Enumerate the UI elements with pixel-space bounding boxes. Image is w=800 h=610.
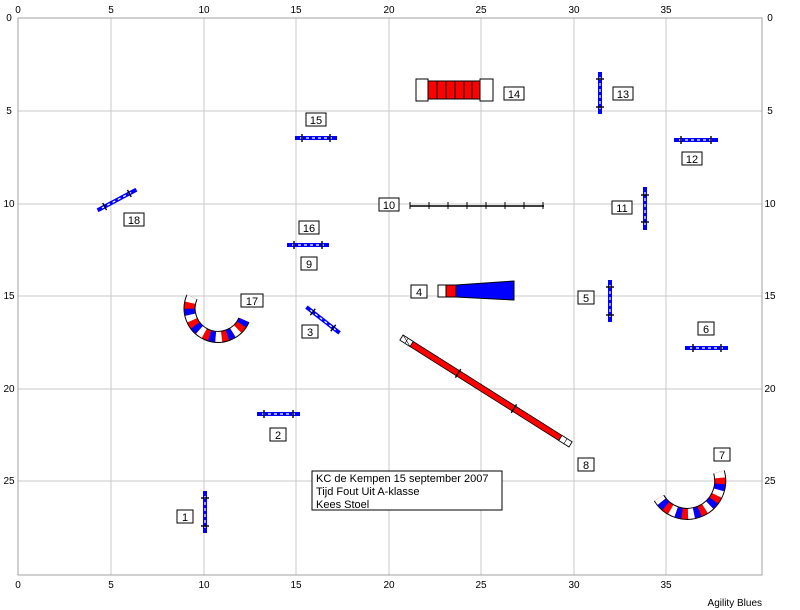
label-1: 1 — [176, 509, 194, 524]
label-14-text: 14 — [508, 89, 520, 101]
chute-tunnel-4 — [437, 280, 515, 301]
label-18: 18 — [123, 212, 145, 227]
jump-12 — [674, 136, 718, 144]
label-6: 6 — [697, 321, 715, 336]
label-13-text: 13 — [617, 89, 629, 101]
info-line-3: Kees Stoel — [316, 499, 369, 511]
tick-right-0: 0 — [767, 13, 773, 24]
info-line-2: Tijd Fout Uit A-klasse — [316, 486, 420, 498]
tick-bottom-35: 35 — [660, 580, 672, 591]
tunnel-7 — [653, 470, 727, 520]
tick-bottom-20: 20 — [383, 580, 395, 591]
label-12-text: 12 — [686, 154, 698, 166]
jump-1 — [201, 491, 209, 533]
label-2: 2 — [269, 427, 287, 442]
label-16: 16 — [298, 220, 320, 235]
tick-bottom-5: 5 — [108, 580, 114, 591]
label-13: 13 — [612, 86, 634, 101]
jump-2 — [257, 410, 300, 418]
tick-top-20: 20 — [383, 5, 395, 16]
tick-top-35: 35 — [660, 5, 672, 16]
tick-right-15: 15 — [764, 291, 776, 302]
jump-11 — [641, 187, 649, 230]
tunnel-17 — [183, 294, 250, 343]
info-line-1: KC de Kempen 15 september 2007 — [316, 473, 488, 485]
tick-left-10: 10 — [3, 199, 15, 210]
label-4: 4 — [410, 284, 428, 299]
label-11: 11 — [611, 200, 633, 215]
jump-3 — [305, 305, 341, 335]
tick-left-25: 25 — [3, 476, 15, 487]
tick-left-5: 5 — [6, 106, 12, 117]
credit-text: Agility Blues — [708, 598, 762, 609]
jump-16-9 — [287, 241, 329, 249]
label-17-text: 17 — [246, 296, 258, 308]
label-10: 10 — [378, 197, 400, 212]
tunnel-14 — [415, 78, 494, 102]
tick-bottom-10: 10 — [198, 580, 210, 591]
label-3: 3 — [301, 324, 319, 339]
bottom-axis: 0 5 10 15 20 25 30 35 — [15, 580, 672, 591]
info-box: KC de Kempen 15 september 2007 Tijd Fout… — [311, 470, 503, 511]
tick-top-10: 10 — [198, 5, 210, 16]
tick-right-25: 25 — [764, 476, 776, 487]
label-10-text: 10 — [383, 200, 395, 212]
label-14: 14 — [503, 86, 525, 101]
tick-top-15: 15 — [290, 5, 302, 16]
dogwalk-8 — [399, 334, 573, 448]
right-axis: 0 5 10 15 20 25 — [764, 13, 776, 487]
tick-left-15: 15 — [3, 291, 15, 302]
tick-bottom-30: 30 — [568, 580, 580, 591]
tick-top-5: 5 — [108, 5, 114, 16]
label-6-text: 6 — [703, 324, 709, 336]
label-3-text: 3 — [307, 327, 313, 339]
tick-right-10: 10 — [764, 199, 776, 210]
label-8-text: 8 — [583, 460, 589, 472]
label-7: 7 — [713, 447, 731, 462]
label-16-text: 16 — [303, 223, 315, 235]
tick-top-25: 25 — [475, 5, 487, 16]
label-11-text: 11 — [616, 203, 627, 215]
tick-bottom-15: 15 — [290, 580, 302, 591]
label-18-text: 18 — [128, 215, 140, 227]
top-axis: 0 5 10 15 20 25 30 35 — [15, 5, 672, 16]
jump-13 — [596, 72, 604, 114]
jump-6 — [685, 344, 728, 352]
label-2-text: 2 — [275, 430, 281, 442]
left-axis: 0 5 10 15 20 25 — [3, 13, 15, 487]
tick-top-0: 0 — [15, 5, 21, 16]
label-1-text: 1 — [182, 512, 188, 524]
label-8: 8 — [577, 457, 595, 472]
label-17: 17 — [240, 293, 264, 308]
label-15: 15 — [305, 112, 327, 127]
label-9: 9 — [300, 256, 318, 271]
jump-5 — [606, 280, 614, 322]
tick-top-30: 30 — [568, 5, 580, 16]
label-15-text: 15 — [310, 115, 322, 127]
tick-bottom-25: 25 — [475, 580, 487, 591]
label-9-text: 9 — [306, 259, 312, 271]
tick-left-0: 0 — [6, 13, 12, 24]
label-12: 12 — [681, 151, 703, 166]
label-7-text: 7 — [719, 450, 725, 462]
tick-left-20: 20 — [3, 384, 15, 395]
tick-bottom-0: 0 — [15, 580, 21, 591]
jump-15 — [295, 134, 337, 142]
label-5-text: 5 — [583, 293, 589, 305]
weave-10 — [409, 202, 544, 209]
tick-right-5: 5 — [767, 106, 773, 117]
tick-right-20: 20 — [764, 384, 776, 395]
jump-18 — [96, 187, 138, 213]
field-border — [17, 17, 763, 576]
label-5: 5 — [577, 290, 595, 305]
label-4-text: 4 — [416, 287, 422, 299]
